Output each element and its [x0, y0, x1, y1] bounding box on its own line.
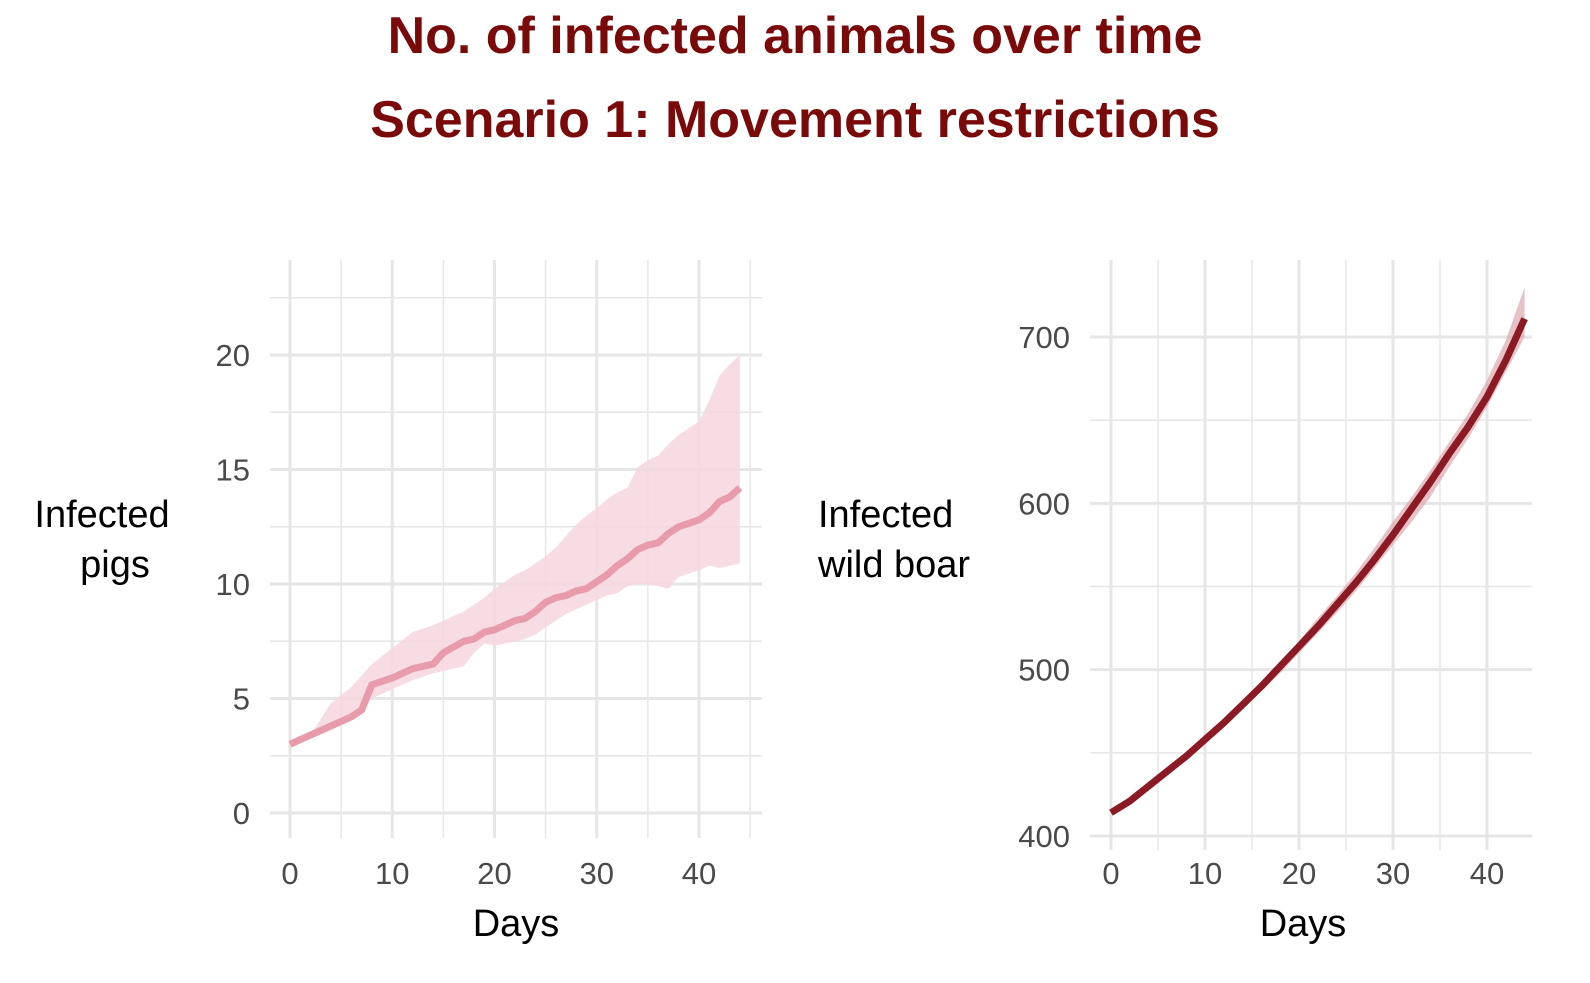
confidence-band [290, 355, 740, 745]
x-tick-label: 10 [1188, 856, 1222, 891]
x-tick-label: 0 [281, 856, 298, 891]
y-tick-label: 600 [1018, 486, 1070, 521]
y-tick-label: 20 [216, 338, 250, 373]
chart-title-line2: Scenario 1: Movement restrictions [370, 91, 1220, 149]
y-tick-label: 0 [233, 796, 250, 831]
x-axis-title: Days [1260, 903, 1347, 945]
confidence-band [1111, 287, 1525, 815]
x-axis-title: Days [473, 903, 560, 945]
y-tick-label: 10 [216, 567, 250, 602]
x-tick-label: 10 [375, 856, 409, 891]
y-tick-label: 500 [1018, 653, 1070, 688]
plot-panel-boar: 400 500 600 700 0 10 20 30 40 Days Infected wild bo… [817, 260, 1532, 945]
x-tick-label: 30 [1376, 856, 1410, 891]
chart-title-line1: No. of infected animals over time [387, 7, 1203, 65]
x-tick-label: 20 [477, 856, 511, 891]
y-axis-title-line: pigs [80, 544, 150, 586]
y-tick-label: 15 [216, 453, 250, 488]
y-axis-title-line: Infected [34, 494, 169, 536]
series-line [1109, 317, 1528, 816]
x-tick-label: 30 [580, 856, 614, 891]
y-axis-title-line: wild boar [817, 544, 970, 586]
x-tick-label: 40 [682, 856, 716, 891]
y-tick-label: 5 [233, 682, 250, 717]
x-tick-label: 40 [1470, 856, 1504, 891]
plot-panel-pigs: 0 5 10 15 20 0 10 20 30 40 Days Infected pigs [34, 260, 762, 945]
y-tick-label: 400 [1018, 819, 1070, 854]
y-axis-title-line: Infected [818, 494, 953, 536]
x-tick-label: 0 [1102, 856, 1119, 891]
series-line [288, 485, 743, 748]
y-tick-label: 700 [1018, 320, 1070, 355]
x-tick-label: 20 [1282, 856, 1316, 891]
